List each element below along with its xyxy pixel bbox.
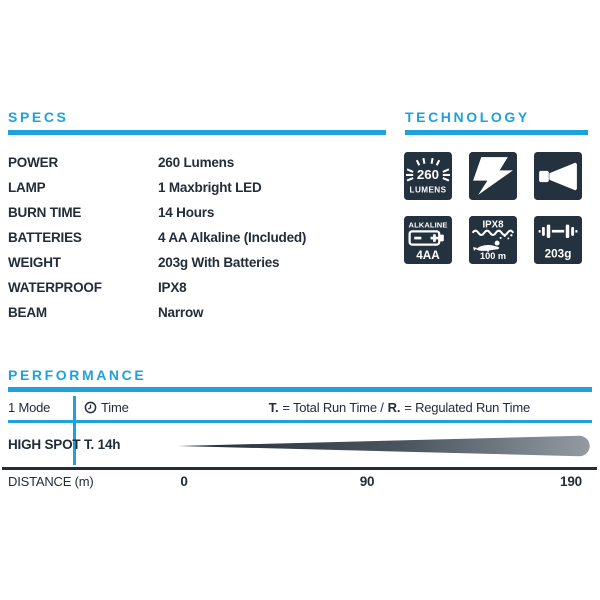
legend-total-abbr: T. <box>268 400 279 415</box>
alkaline-4aa-icon: ALKALINE 4AA <box>404 216 452 264</box>
beam-distance-graphic <box>178 435 590 457</box>
specs-heading: SPECS <box>8 109 69 125</box>
distance-tick-90: 90 <box>359 474 375 489</box>
svg-text:IPX8: IPX8 <box>482 220 504 231</box>
legend-regulated-text: = Regulated Run Time <box>404 400 530 415</box>
mode-run-time: T. 14h <box>84 437 121 452</box>
specs-table: POWER 260 Lumens LAMP 1 Maxbright LED BU… <box>8 150 388 325</box>
performance-heading: PERFORMANCE <box>8 367 147 383</box>
spec-row: BEAM Narrow <box>8 300 388 325</box>
spec-value: 1 Maxbright LED <box>158 180 262 195</box>
mode-count-header: 1 Mode <box>8 400 51 415</box>
svg-text:M: M <box>487 168 502 183</box>
svg-text:260: 260 <box>417 167 439 182</box>
svg-text:100 m: 100 m <box>480 251 506 261</box>
spec-row: WATERPROOF IPX8 <box>8 275 388 300</box>
spec-value: 4 AA Alkaline (Included) <box>158 230 307 245</box>
technology-heading: TECHNOLOGY <box>405 109 530 125</box>
weight-203g-icon: 203g <box>534 216 582 264</box>
table-header-rule <box>8 420 592 423</box>
maxbright-icon: M <box>469 152 517 200</box>
spec-label: LAMP <box>8 180 46 195</box>
dumbbell-glyph: 203g <box>538 224 578 260</box>
spec-row: BATTERIES 4 AA Alkaline (Included) <box>8 225 388 250</box>
spec-label: BEAM <box>8 305 47 320</box>
distance-axis-rule <box>2 467 597 470</box>
svg-text:LUMENS: LUMENS <box>410 185 447 194</box>
legend-total-text: = Total Run Time / <box>282 400 384 415</box>
clock-icon <box>84 401 97 414</box>
svg-text:ALKALINE: ALKALINE <box>409 221 448 230</box>
time-header-label: Time <box>101 400 129 415</box>
spec-value: 260 Lumens <box>158 155 235 170</box>
lumens-260-icon: 260 LUMENS <box>404 152 452 200</box>
spec-label: POWER <box>8 155 59 170</box>
technology-underline <box>405 130 588 135</box>
spec-label: WEIGHT <box>8 255 61 270</box>
narrow-beam-glyph <box>539 162 577 191</box>
mode-row-label: HIGH SPOT <box>8 437 81 452</box>
bubbles-glyph <box>499 234 513 240</box>
maxbright-bolt-glyph: M <box>473 157 513 195</box>
specs-underline <box>8 130 386 135</box>
narrow-beam-icon <box>534 152 582 200</box>
lumens-260-glyph: 260 LUMENS <box>406 157 450 194</box>
time-column-header: Time <box>84 396 129 420</box>
diver-glyph <box>473 240 500 252</box>
table-column-divider <box>73 396 76 465</box>
ipx8-diver-glyph: IPX8 100 m <box>471 220 515 261</box>
distance-tick-190: 190 <box>560 474 582 489</box>
spec-label: BATTERIES <box>8 230 82 245</box>
spec-row: LAMP 1 Maxbright LED <box>8 175 388 200</box>
alkaline-battery-glyph: ALKALINE 4AA <box>408 221 448 262</box>
spec-label: BURN TIME <box>8 205 82 220</box>
technology-icon-grid: 260 LUMENS M ALKALINE <box>404 152 582 264</box>
svg-text:4AA: 4AA <box>416 249 440 262</box>
spec-value: IPX8 <box>158 280 187 295</box>
spec-row: POWER 260 Lumens <box>8 150 388 175</box>
ipx8-100m-icon: IPX8 100 m <box>469 216 517 264</box>
legend-regulated-abbr: R. <box>387 400 401 415</box>
spec-label: WATERPROOF <box>8 280 102 295</box>
spec-row: BURN TIME 14 Hours <box>8 200 388 225</box>
svg-text:203g: 203g <box>545 247 572 260</box>
spec-value: Narrow <box>158 305 204 320</box>
distance-axis-label: DISTANCE (m) <box>8 474 94 489</box>
spec-value: 203g With Batteries <box>158 255 280 270</box>
spec-value: 14 Hours <box>158 205 215 220</box>
distance-tick-0: 0 <box>180 474 188 489</box>
performance-underline <box>8 387 592 392</box>
run-time-legend: T. = Total Run Time / R. = Regulated Run… <box>268 396 531 420</box>
spec-row: WEIGHT 203g With Batteries <box>8 250 388 275</box>
